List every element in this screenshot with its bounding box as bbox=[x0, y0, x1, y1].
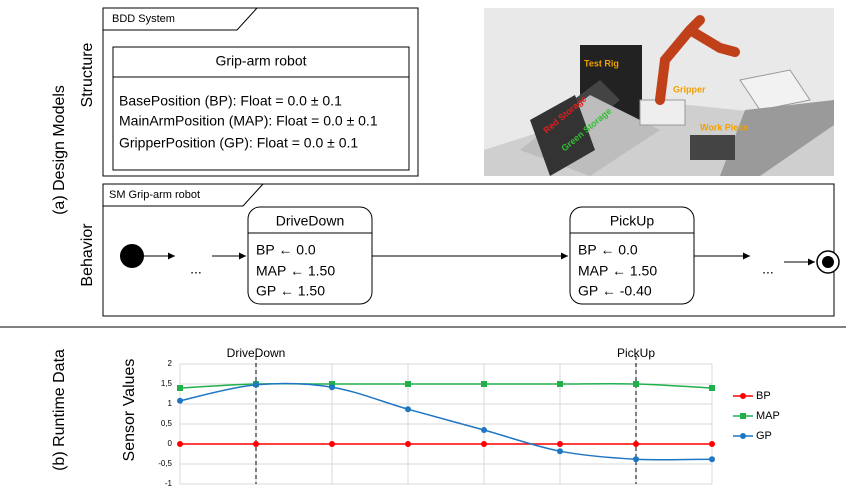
point bbox=[481, 441, 487, 447]
point bbox=[740, 393, 746, 399]
point bbox=[557, 441, 563, 447]
point bbox=[253, 382, 259, 388]
point bbox=[633, 441, 639, 447]
y-tick-label: 1 bbox=[168, 399, 173, 408]
legend-label: MAP bbox=[756, 410, 780, 422]
point bbox=[177, 385, 183, 391]
point bbox=[405, 406, 411, 412]
frame-title: BDD System bbox=[112, 13, 175, 25]
ellipsis: ... bbox=[190, 261, 202, 277]
legend-label: BP bbox=[756, 390, 771, 402]
scene-label: Test Rig bbox=[584, 58, 619, 68]
point bbox=[405, 441, 411, 447]
series-line bbox=[180, 383, 712, 459]
y-axis-title: Sensor Values bbox=[121, 359, 138, 462]
point bbox=[177, 441, 183, 447]
row-label: Structure bbox=[79, 42, 96, 107]
section-label: (b) Runtime Data bbox=[51, 349, 68, 471]
state-action: MAP ← 1.50 bbox=[256, 263, 335, 279]
final-state-dot bbox=[822, 256, 834, 268]
point bbox=[481, 427, 487, 433]
legend-label: GP bbox=[756, 430, 772, 442]
property: BasePosition (BP): Float = 0.0 ± 0.1 bbox=[119, 93, 342, 109]
frame-title: SM Grip-arm robot bbox=[109, 189, 200, 201]
property: GripperPosition (GP): Float = 0.0 ± 0.1 bbox=[119, 135, 358, 151]
block-name: Grip-arm robot bbox=[215, 53, 306, 69]
point bbox=[709, 456, 715, 462]
y-tick-label: -0,5 bbox=[158, 459, 172, 468]
scene-label: Gripper bbox=[673, 84, 706, 94]
robot-scene: Test Rig Gripper Red Storage Green Stora… bbox=[484, 8, 834, 176]
figure: (a) Design Models Structure Behavior BDD… bbox=[0, 0, 846, 491]
scene-label: Work Piece bbox=[700, 122, 748, 132]
point bbox=[329, 441, 335, 447]
state-name: PickUp bbox=[610, 213, 655, 229]
sm-frame bbox=[103, 184, 834, 316]
state: DriveDown BP ← 0.0 MAP ← 1.50 GP ← 1.50 bbox=[248, 207, 372, 304]
state: PickUp BP ← 0.0 MAP ← 1.50 GP ← -0.40 bbox=[570, 207, 694, 304]
runtime-chart: -1 -0,5 0 0,5 1 1,5 2 DriveDown PickUp BP MAP GP bbox=[158, 346, 780, 488]
point bbox=[253, 441, 259, 447]
point bbox=[177, 398, 183, 404]
y-tick-label: 2 bbox=[168, 359, 173, 368]
state-action: BP ← 0.0 bbox=[578, 242, 638, 258]
y-tick-label: -1 bbox=[165, 479, 173, 488]
point bbox=[405, 381, 411, 387]
annotation-label: PickUp bbox=[617, 346, 655, 360]
state-action: GP ← -0.40 bbox=[578, 283, 652, 299]
point bbox=[481, 381, 487, 387]
state-name: DriveDown bbox=[276, 213, 344, 229]
point bbox=[557, 448, 563, 454]
point bbox=[557, 381, 563, 387]
point bbox=[709, 441, 715, 447]
state-action: MAP ← 1.50 bbox=[578, 263, 657, 279]
property: MainArmPosition (MAP): Float = 0.0 ± 0.1 bbox=[119, 113, 378, 129]
point bbox=[740, 413, 746, 419]
y-tick-label: 0,5 bbox=[161, 419, 173, 428]
y-tick-label: 0 bbox=[168, 439, 173, 448]
annotation-label: DriveDown bbox=[227, 346, 286, 360]
ellipsis: ... bbox=[762, 261, 774, 277]
point bbox=[633, 381, 639, 387]
initial-state bbox=[120, 244, 144, 268]
state-action: GP ← 1.50 bbox=[256, 283, 325, 299]
y-tick-label: 1,5 bbox=[161, 379, 173, 388]
state-action: BP ← 0.0 bbox=[256, 242, 316, 258]
row-label: Behavior bbox=[79, 223, 96, 287]
section-label: (a) Design Models bbox=[51, 85, 68, 215]
point bbox=[329, 384, 335, 390]
point bbox=[709, 385, 715, 391]
point bbox=[633, 456, 639, 462]
point bbox=[740, 433, 746, 439]
